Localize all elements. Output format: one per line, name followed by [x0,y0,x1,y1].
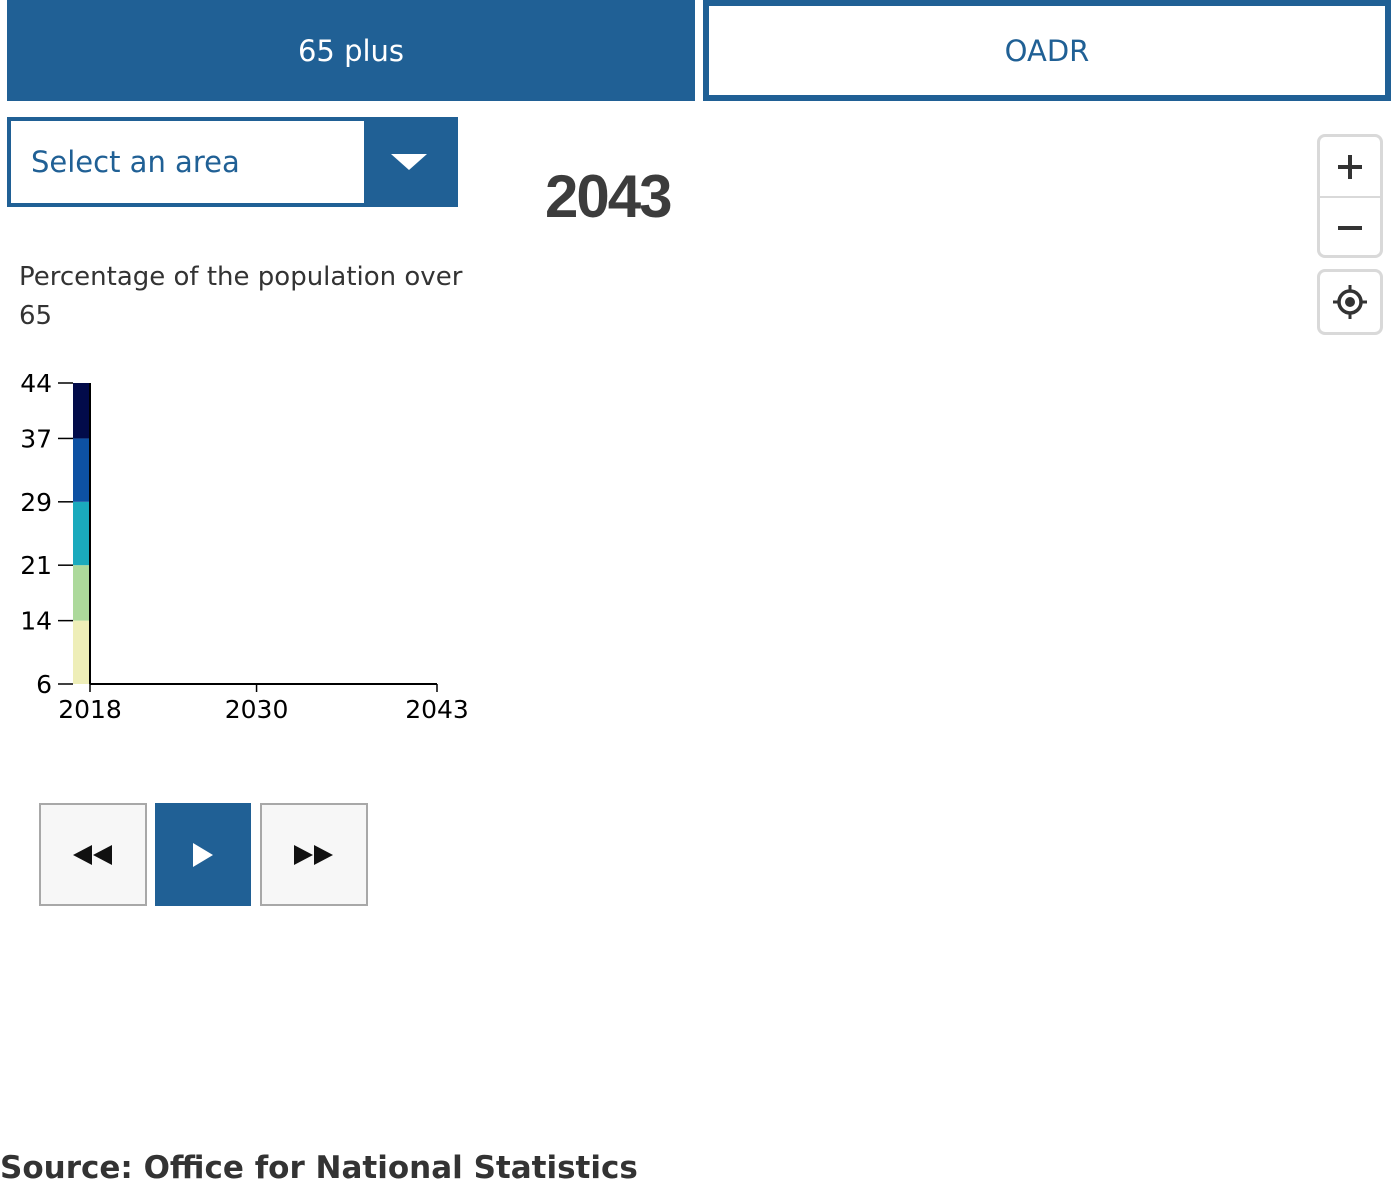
rewind-button[interactable] [39,803,147,906]
rewind-icon [73,844,112,865]
legend-chart: 6 14 21 29 37 44 2018 2030 2043 [20,369,469,724]
legend-color-band [73,438,90,502]
legend-color-band [73,383,90,439]
y-tick-label: 14 [20,607,52,636]
legend-color-band [73,620,90,684]
measure-tabs: 65 plus OADR [7,0,1391,101]
x-tick-label: 2018 [58,695,122,724]
fast-forward-icon [294,844,333,865]
area-select-label: Select an area [31,145,240,179]
legend-color-band [73,501,90,566]
x-tick-label: 2043 [405,695,469,724]
y-tick-label: 37 [20,424,52,453]
zoom-in-button[interactable] [1320,137,1380,198]
y-tick-label: 29 [20,488,52,517]
zoom-out-button[interactable] [1320,198,1380,257]
tab-65-plus[interactable]: 65 plus [7,0,695,101]
y-tick-label: 21 [20,551,52,580]
minus-icon [1338,225,1362,230]
chevron-down-icon [391,154,427,170]
x-tick-label: 2030 [225,695,289,724]
y-tick-label: 44 [20,369,52,398]
geolocate-button[interactable] [1317,269,1383,335]
fast-forward-button[interactable] [260,803,368,906]
source-note: Source: Office for National Statistics [0,1150,638,1186]
tab-oadr[interactable]: OADR [703,0,1391,101]
play-icon [193,842,213,867]
area-select-toggle[interactable] [364,121,454,203]
legend-title: Percentage of the population over 65 [19,262,463,331]
y-tick-label: 6 [36,670,52,699]
play-button[interactable] [155,803,251,906]
area-select-dropdown[interactable]: Select an area [7,117,458,207]
current-year: 2043 [545,163,672,230]
zoom-controls [1317,134,1383,258]
legend-color-band [73,565,90,621]
plus-icon [1338,154,1362,179]
locate-icon [1333,285,1367,319]
